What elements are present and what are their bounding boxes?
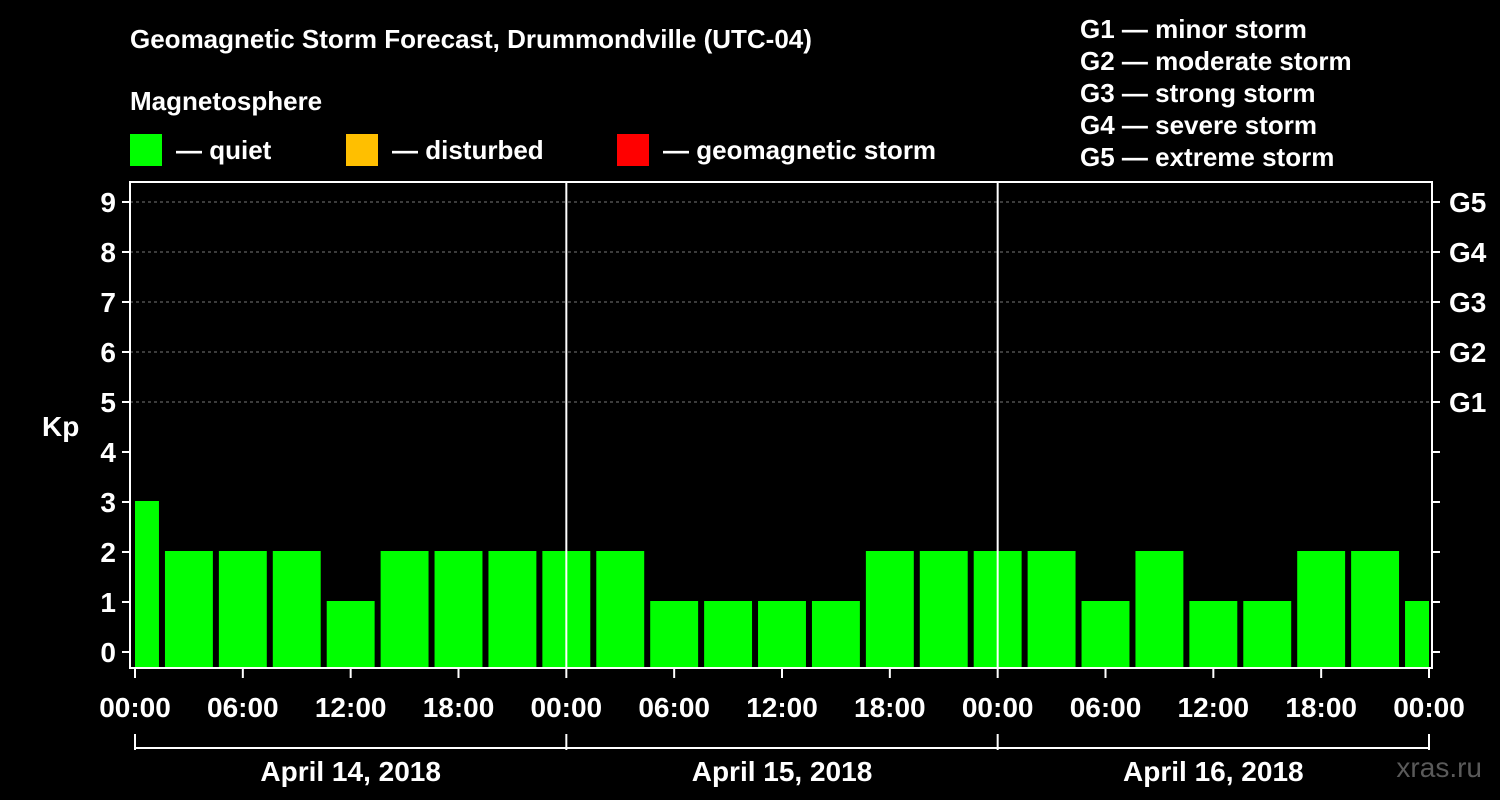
legend-label-storm: — geomagnetic storm <box>663 134 937 165</box>
x-tick-label: 18:00 <box>854 692 926 723</box>
y-tick-label: 2 <box>100 537 116 568</box>
kp-bar <box>811 601 860 668</box>
y-tick-label: 6 <box>100 337 116 368</box>
kp-bar <box>1189 601 1238 668</box>
day-label: April 16, 2018 <box>1123 756 1304 787</box>
legend-label-disturbed: — disturbed <box>392 134 544 165</box>
kp-bar <box>1405 601 1429 668</box>
plot-frame <box>129 181 1433 669</box>
kp-bar <box>380 551 429 668</box>
g-scale-g2: G2 — moderate storm <box>1080 46 1352 76</box>
kp-bar <box>1027 551 1076 668</box>
x-tick-label: 00:00 <box>531 692 603 723</box>
x-tick-label: 18:00 <box>1285 692 1357 723</box>
legend-swatch-storm <box>617 134 649 166</box>
kp-bar <box>488 551 537 668</box>
y-tick-label: 8 <box>100 237 116 268</box>
kp-bar <box>704 601 753 668</box>
kp-bar <box>1297 551 1346 668</box>
legend-storm: — geomagnetic storm <box>617 133 936 167</box>
x-tick-label: 12:00 <box>315 692 387 723</box>
y-tick-label: 5 <box>100 387 116 418</box>
kp-bar <box>1351 551 1400 668</box>
kp-bar <box>218 551 267 668</box>
legend-disturbed: — disturbed <box>346 133 544 167</box>
g-scale-legend: G1 — minor storm G2 — moderate storm G3 … <box>1080 13 1352 173</box>
g-tick-label: G5 <box>1449 187 1486 218</box>
x-tick-label: 06:00 <box>1070 692 1142 723</box>
kp-bar <box>1243 601 1292 668</box>
x-tick-label: 12:00 <box>1178 692 1250 723</box>
y-tick-label: 1 <box>100 587 116 618</box>
legend-quiet: — quiet <box>130 133 271 167</box>
y-tick-label: 3 <box>100 487 116 518</box>
kp-bar <box>919 551 968 668</box>
y-tick-label: 9 <box>100 187 116 218</box>
kp-bar <box>1081 601 1130 668</box>
x-tick-label: 12:00 <box>746 692 818 723</box>
g-scale-g3: G3 — strong storm <box>1080 78 1316 108</box>
y-tick-label: 0 <box>100 637 116 668</box>
x-tick-label: 18:00 <box>423 692 495 723</box>
kp-bar <box>135 501 159 668</box>
day-label: April 14, 2018 <box>260 756 441 787</box>
x-tick-label: 06:00 <box>207 692 279 723</box>
kp-bar <box>272 551 321 668</box>
kp-bar <box>326 601 375 668</box>
kp-bar <box>164 551 213 668</box>
g-scale-g5: G5 — extreme storm <box>1080 142 1335 172</box>
g-scale-g1: G1 — minor storm <box>1080 14 1307 44</box>
kp-bar <box>434 551 483 668</box>
magnetosphere-heading: Magnetosphere <box>130 86 323 116</box>
x-tick-label: 00:00 <box>99 692 171 723</box>
chart-title: Geomagnetic Storm Forecast, Drummondvill… <box>130 24 812 54</box>
x-tick-label: 06:00 <box>638 692 710 723</box>
kp-bar <box>758 601 806 668</box>
x-tick-label: 00:00 <box>962 692 1034 723</box>
y-tick-label: 4 <box>100 437 116 468</box>
kp-bar <box>1135 551 1184 668</box>
g-tick-label: G4 <box>1449 237 1487 268</box>
day-label: April 15, 2018 <box>692 756 873 787</box>
g-tick-label: G3 <box>1449 287 1486 318</box>
x-tick-label: 00:00 <box>1393 692 1465 723</box>
kp-bar <box>650 601 699 668</box>
g-tick-label: G1 <box>1449 387 1486 418</box>
legend-swatch-disturbed <box>346 134 378 166</box>
legend-swatch-quiet <box>130 134 162 166</box>
y-tick-label: 7 <box>100 287 116 318</box>
kp-bar <box>596 551 645 668</box>
kp-bar <box>865 551 914 668</box>
g-tick-label: G2 <box>1449 337 1486 368</box>
legend-label-quiet: — quiet <box>176 134 272 165</box>
watermark: xras.ru <box>1396 752 1482 783</box>
g-scale-g4: G4 — severe storm <box>1080 110 1318 140</box>
y-axis-label: Kp <box>42 411 80 442</box>
